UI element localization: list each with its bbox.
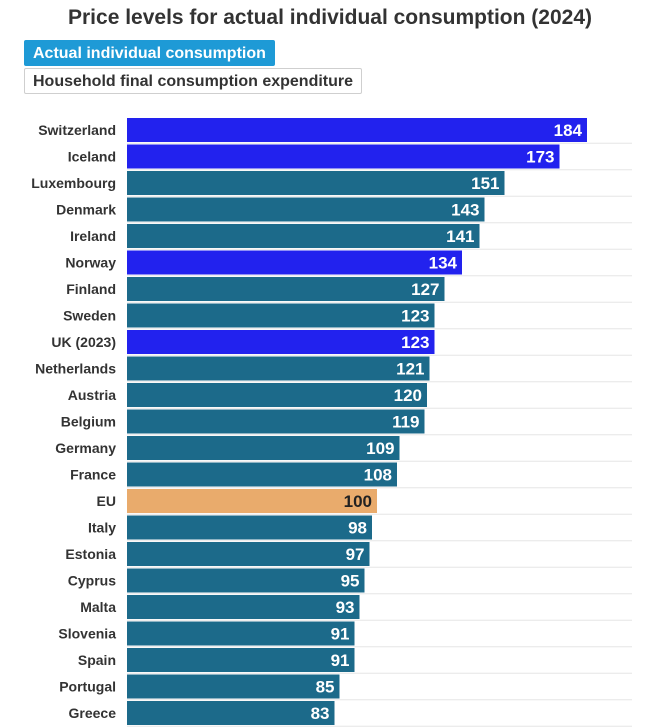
bar-denmark — [127, 197, 485, 222]
category-label-netherlands: Netherlands — [35, 361, 116, 377]
category-label-germany: Germany — [55, 440, 116, 456]
bar-uk-2023 — [127, 330, 435, 354]
bar-greece — [127, 701, 335, 725]
bar-malta — [127, 595, 360, 619]
value-label-portugal: 85 — [316, 678, 335, 697]
toggle-actual-individual-consumption[interactable]: Actual individual consumption — [24, 40, 275, 66]
bar-germany — [127, 436, 400, 460]
bar-netherlands — [127, 356, 430, 381]
category-label-italy: Italy — [88, 520, 116, 536]
value-label-germany: 109 — [366, 439, 394, 458]
bar-cyprus — [127, 568, 365, 593]
bar-italy — [127, 515, 372, 540]
value-label-eu: 100 — [344, 492, 372, 511]
category-label-france: France — [70, 467, 116, 483]
bar-eu — [127, 489, 377, 513]
category-label-iceland: Iceland — [68, 149, 116, 165]
bar-austria — [127, 383, 427, 407]
category-label-estonia: Estonia — [65, 546, 116, 562]
value-label-france: 108 — [364, 466, 392, 485]
value-label-iceland: 173 — [526, 148, 554, 167]
value-label-norway: 134 — [429, 254, 458, 273]
category-label-switzerland: Switzerland — [38, 122, 116, 138]
category-label-finland: Finland — [66, 281, 116, 297]
category-label-eu: EU — [97, 493, 116, 509]
category-label-slovenia: Slovenia — [58, 626, 116, 642]
category-label-denmark: Denmark — [56, 202, 116, 218]
value-label-slovenia: 91 — [331, 625, 350, 644]
category-label-malta: Malta — [80, 599, 116, 615]
category-label-sweden: Sweden — [63, 308, 116, 324]
category-label-norway: Norway — [65, 255, 116, 271]
value-label-spain: 91 — [331, 651, 350, 670]
bar-slovenia — [127, 621, 355, 646]
category-label-belgium: Belgium — [61, 414, 116, 430]
value-label-luxembourg: 151 — [471, 174, 499, 193]
value-label-uk-2023: 123 — [401, 333, 429, 352]
value-label-denmark: 143 — [451, 201, 479, 220]
bar-spain — [127, 648, 355, 672]
bar-estonia — [127, 542, 370, 566]
category-label-austria: Austria — [68, 387, 116, 403]
bar-iceland — [127, 144, 560, 169]
bar-luxembourg — [127, 171, 505, 195]
category-label-uk-2023: UK (2023) — [51, 334, 116, 350]
value-label-switzerland: 184 — [554, 121, 583, 140]
value-label-malta: 93 — [336, 598, 355, 617]
toggle-household-final-consumption[interactable]: Household final consumption expenditure — [24, 68, 363, 94]
value-label-finland: 127 — [411, 280, 439, 299]
category-label-spain: Spain — [78, 652, 116, 668]
value-label-belgium: 119 — [392, 413, 419, 432]
bar-portugal — [127, 674, 340, 699]
bar-norway — [127, 250, 462, 275]
value-label-cyprus: 95 — [341, 572, 360, 591]
value-label-sweden: 123 — [401, 307, 429, 326]
bar-switzerland — [127, 118, 587, 142]
value-label-estonia: 97 — [346, 545, 365, 564]
category-label-cyprus: Cyprus — [68, 573, 116, 589]
chart-title: Price levels for actual individual consu… — [68, 6, 592, 29]
category-label-ireland: Ireland — [70, 228, 116, 244]
value-label-netherlands: 121 — [396, 360, 424, 379]
bar-sweden — [127, 303, 435, 328]
bar-france — [127, 462, 397, 487]
value-label-ireland: 141 — [446, 227, 474, 246]
bar-ireland — [127, 224, 480, 248]
category-label-portugal: Portugal — [59, 679, 116, 695]
bar-finland — [127, 277, 445, 301]
value-label-austria: 120 — [394, 386, 422, 405]
category-label-greece: Greece — [69, 705, 117, 721]
value-label-italy: 98 — [348, 519, 367, 538]
category-label-luxembourg: Luxembourg — [31, 175, 116, 191]
value-label-greece: 83 — [311, 704, 330, 723]
bar-belgium — [127, 409, 425, 434]
